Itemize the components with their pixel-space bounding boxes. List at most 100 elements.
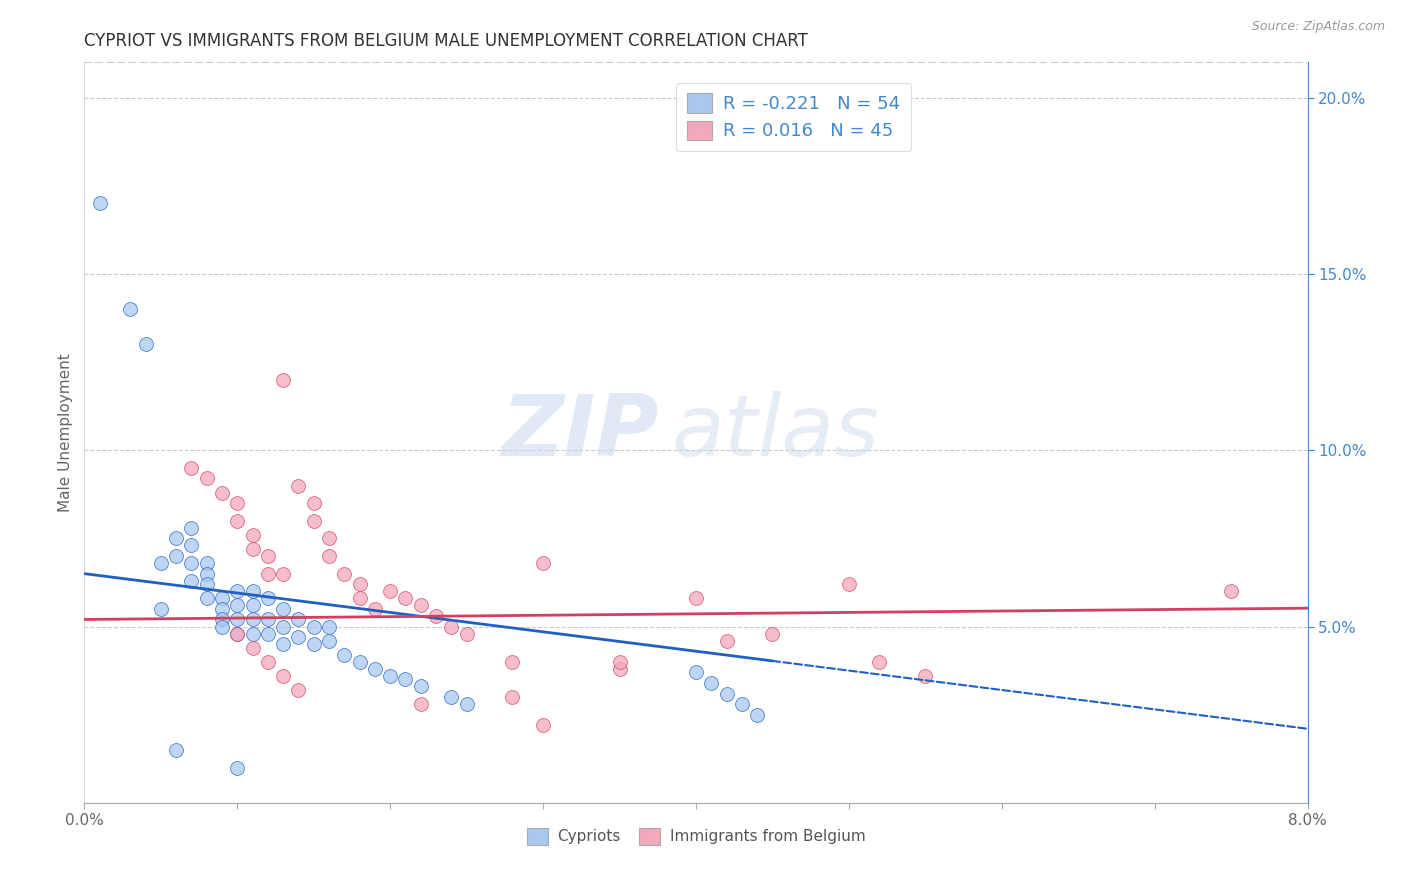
Point [226,599,249,613]
Point [609,662,631,676]
Point [135,337,157,351]
Point [242,612,264,626]
Point [257,566,280,581]
Point [380,669,402,683]
Point [195,556,218,570]
Point [211,591,233,606]
Point [242,541,264,556]
Point [685,591,707,606]
Point [180,538,202,552]
Point [349,655,371,669]
Point [318,549,340,563]
Point [318,532,340,546]
Point [1220,584,1243,599]
Point [349,577,371,591]
Point [195,471,218,485]
Point [287,478,309,492]
Point [425,609,447,624]
Point [242,626,264,640]
Point [226,514,249,528]
Point [531,556,554,570]
Point [700,676,723,690]
Point [609,655,631,669]
Point [120,302,142,317]
Point [716,686,738,700]
Point [257,655,280,669]
Point [287,630,309,644]
Point [731,697,754,711]
Point [242,584,264,599]
Point [333,566,356,581]
Point [302,619,325,633]
Point [318,633,340,648]
Point [440,619,463,633]
Point [89,196,111,211]
Point [211,619,233,633]
Text: atlas: atlas [672,391,880,475]
Point [242,599,264,613]
Point [226,584,249,599]
Point [180,556,202,570]
Point [364,662,387,676]
Text: Source: ZipAtlas.com: Source: ZipAtlas.com [1251,20,1385,33]
Point [364,602,387,616]
Point [211,485,233,500]
Point [333,648,356,662]
Point [226,626,249,640]
Point [349,591,371,606]
Point [716,633,738,648]
Point [257,612,280,626]
Point [149,602,172,616]
Point [761,626,783,640]
Point [287,683,309,698]
Point [226,612,249,626]
Point [257,549,280,563]
Point [271,669,294,683]
Point [257,591,280,606]
Point [195,591,218,606]
Point [226,626,249,640]
Text: ZIP: ZIP [502,391,659,475]
Point [165,532,187,546]
Point [271,637,294,651]
Point [502,690,524,704]
Point [456,626,478,640]
Point [409,599,432,613]
Point [195,566,218,581]
Point [242,640,264,655]
Point [226,496,249,510]
Point [409,680,432,694]
Legend: Cypriots, Immigrants from Belgium: Cypriots, Immigrants from Belgium [520,822,872,851]
Point [165,743,187,757]
Point [242,528,264,542]
Point [456,697,478,711]
Y-axis label: Male Unemployment: Male Unemployment [58,353,73,512]
Point [318,619,340,633]
Point [302,496,325,510]
Point [394,673,416,687]
Point [180,461,202,475]
Point [302,637,325,651]
Point [195,577,218,591]
Point [287,612,309,626]
Point [380,584,402,599]
Point [211,602,233,616]
Point [180,521,202,535]
Point [271,566,294,581]
Point [394,591,416,606]
Point [271,602,294,616]
Point [685,665,707,680]
Point [502,655,524,669]
Point [409,697,432,711]
Point [869,655,891,669]
Point [914,669,936,683]
Point [149,556,172,570]
Point [211,612,233,626]
Point [165,549,187,563]
Point [180,574,202,588]
Point [271,619,294,633]
Point [257,626,280,640]
Point [747,707,769,722]
Point [226,760,249,774]
Point [302,514,325,528]
